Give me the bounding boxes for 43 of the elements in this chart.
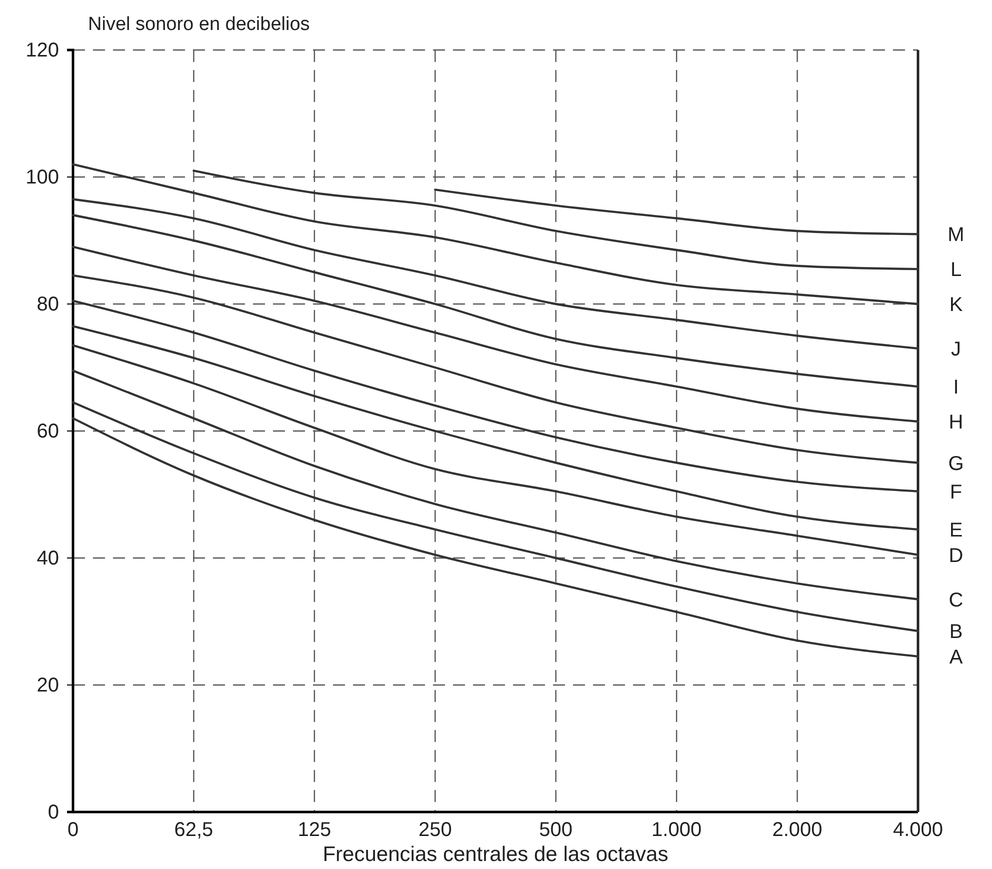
series-label: L: [950, 259, 962, 282]
y-tick-label: 100: [26, 166, 59, 188]
series-label: C: [948, 589, 964, 612]
x-tick-label: 250: [418, 819, 452, 842]
line-series: [72, 246, 920, 423]
line-series: [72, 163, 920, 306]
x-tick-label: 0: [67, 819, 79, 842]
line-series: [72, 401, 920, 632]
line-series: [192, 170, 920, 270]
line-series: [72, 325, 920, 531]
series-label: M: [948, 224, 964, 246]
x-tick-label: 4.000: [892, 819, 944, 842]
x-tick-label: 2.000: [772, 819, 822, 842]
line-series: [72, 300, 920, 492]
y-tick-label: 120: [26, 39, 59, 62]
y-tick-label: 60: [36, 420, 59, 442]
y-axis-title: Nivel sonoro en decibelios: [88, 14, 310, 35]
series-label: D: [948, 544, 964, 567]
x-tick-label: 62,5: [174, 819, 214, 842]
series-label: H: [948, 411, 964, 434]
series-label: K: [949, 294, 964, 316]
x-tick-label: 1.000: [652, 819, 702, 842]
line-series: [72, 198, 920, 350]
series-label: A: [949, 646, 964, 668]
y-tick-label: 20: [36, 674, 59, 696]
line-series: [434, 188, 920, 236]
y-tick-label: 80: [36, 293, 59, 316]
line-series: [72, 274, 920, 464]
y-tick-label: 40: [36, 547, 59, 570]
series-label: B: [949, 621, 963, 644]
y-tick-label: 0: [48, 801, 59, 824]
line-series: [72, 417, 920, 658]
line-series: [72, 344, 920, 556]
series-label: I: [953, 376, 959, 399]
series-label: F: [950, 481, 962, 504]
series-label: G: [948, 452, 964, 475]
x-tick-label: 500: [539, 819, 573, 842]
line-series: [72, 214, 920, 388]
series-label: E: [949, 519, 963, 542]
line-series: [72, 370, 920, 600]
x-axis-title: Frecuencias centrales de las octavas: [322, 843, 668, 866]
x-tick-label: 125: [298, 819, 332, 842]
series-label: J: [951, 338, 961, 360]
